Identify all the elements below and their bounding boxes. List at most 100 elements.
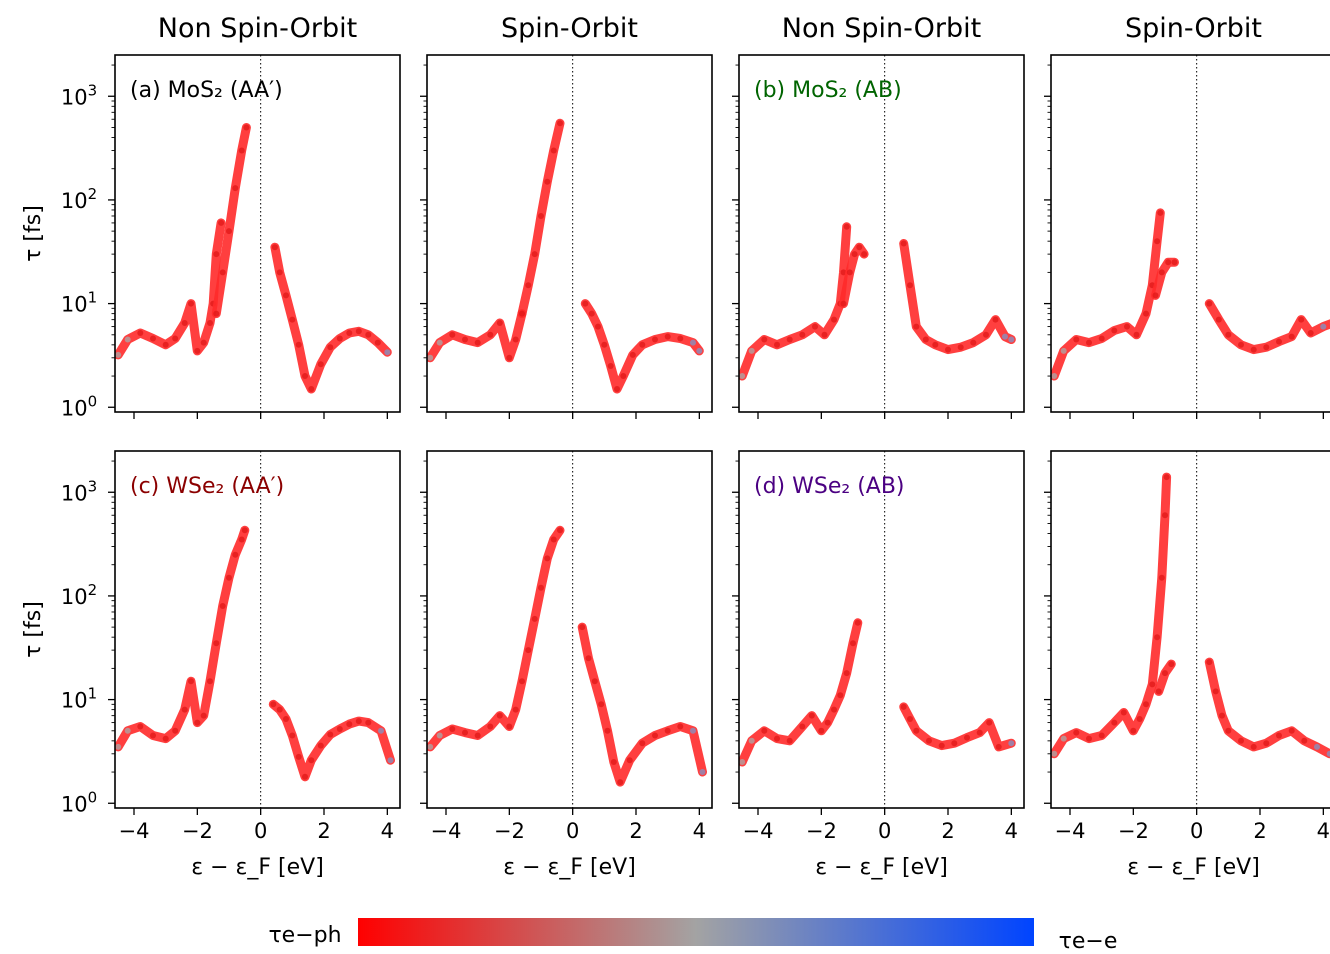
data-point xyxy=(1153,292,1159,298)
panel-frame xyxy=(427,55,712,412)
data-point xyxy=(996,744,1002,750)
data-point xyxy=(913,728,919,734)
panel-series-group xyxy=(427,527,705,785)
series-band-1 xyxy=(904,707,1012,747)
data-point xyxy=(207,320,213,326)
data-point xyxy=(696,348,702,354)
data-point xyxy=(932,342,938,348)
data-point xyxy=(1130,728,1136,734)
data-point xyxy=(639,342,645,348)
data-point xyxy=(665,728,671,734)
data-point xyxy=(1168,661,1174,667)
data-point xyxy=(213,251,219,257)
y-axis-label: τ [fs] xyxy=(21,601,46,658)
data-point xyxy=(1124,324,1130,330)
data-point xyxy=(378,728,384,734)
data-point xyxy=(150,733,156,739)
data-point xyxy=(220,603,226,609)
data-point xyxy=(296,754,302,760)
data-point xyxy=(1061,736,1067,742)
data-point xyxy=(964,735,970,741)
data-point xyxy=(1276,733,1282,739)
x-tick-label: −2 xyxy=(1118,819,1149,843)
data-point xyxy=(665,334,671,340)
data-point xyxy=(977,730,983,736)
data-point xyxy=(799,332,805,338)
data-point xyxy=(1289,334,1295,340)
x-tick-label: 0 xyxy=(254,819,267,843)
data-point xyxy=(1121,710,1127,716)
x-tick-label: 2 xyxy=(1253,819,1266,843)
data-point xyxy=(1238,738,1244,744)
series-band-1 xyxy=(273,704,390,777)
data-point xyxy=(115,744,121,750)
data-point xyxy=(1154,238,1160,244)
panel-series-group xyxy=(115,527,393,780)
data-point xyxy=(302,774,308,780)
data-point xyxy=(182,707,188,713)
data-point xyxy=(125,337,131,343)
data-point xyxy=(519,678,525,684)
x-tick-label: −2 xyxy=(494,819,525,843)
data-point xyxy=(939,743,945,749)
panel-label: (c) WSe₂ (AA′) xyxy=(130,474,284,499)
data-point xyxy=(945,347,951,353)
data-point xyxy=(652,733,658,739)
data-point xyxy=(761,728,767,734)
data-point xyxy=(318,743,324,749)
data-point xyxy=(614,386,620,392)
data-point xyxy=(582,301,588,307)
data-point xyxy=(302,373,308,379)
data-point xyxy=(201,713,207,719)
data-point xyxy=(611,759,617,765)
x-tick-label: −4 xyxy=(1055,819,1086,843)
data-point xyxy=(907,716,913,722)
series-band-0 xyxy=(1054,213,1160,376)
data-point xyxy=(993,317,999,323)
y-tick-label: 102 xyxy=(61,185,97,213)
x-tick-label: 4 xyxy=(381,819,394,843)
data-point xyxy=(226,228,232,234)
data-point xyxy=(617,779,623,785)
x-tick-label: 0 xyxy=(878,819,891,843)
data-point xyxy=(1263,344,1269,350)
panel-1: Spin-Orbit xyxy=(420,13,712,419)
data-point xyxy=(787,738,793,744)
data-point xyxy=(437,733,443,739)
data-point xyxy=(308,386,314,392)
data-point xyxy=(690,340,696,346)
data-point xyxy=(926,738,932,744)
data-point xyxy=(1289,728,1295,734)
data-point xyxy=(551,148,557,154)
data-point xyxy=(841,301,847,307)
colorbar-left-label: τe−ph xyxy=(268,923,341,948)
data-point xyxy=(115,352,121,358)
data-point xyxy=(761,337,767,343)
column-title: Spin-Orbit xyxy=(501,13,638,44)
panel-frame xyxy=(1051,451,1330,808)
data-point xyxy=(194,720,200,726)
data-point xyxy=(207,678,213,684)
data-point xyxy=(538,585,544,591)
data-point xyxy=(844,224,850,230)
y-axis-label: τ [fs] xyxy=(21,205,46,262)
x-tick-label: −4 xyxy=(743,819,774,843)
data-point xyxy=(1164,474,1170,480)
data-point xyxy=(277,707,283,713)
y-tick-label: 101 xyxy=(61,685,97,713)
data-point xyxy=(677,336,683,342)
data-point xyxy=(513,337,519,343)
x-tick-label: 0 xyxy=(1190,819,1203,843)
data-point xyxy=(497,713,503,719)
column-title: Non Spin-Orbit xyxy=(782,13,981,44)
data-point xyxy=(639,740,645,746)
data-point xyxy=(809,713,815,719)
data-point xyxy=(544,555,550,561)
x-tick-label: 4 xyxy=(1317,819,1330,843)
data-point xyxy=(822,332,828,338)
data-point xyxy=(1213,688,1219,694)
data-point xyxy=(137,330,143,336)
